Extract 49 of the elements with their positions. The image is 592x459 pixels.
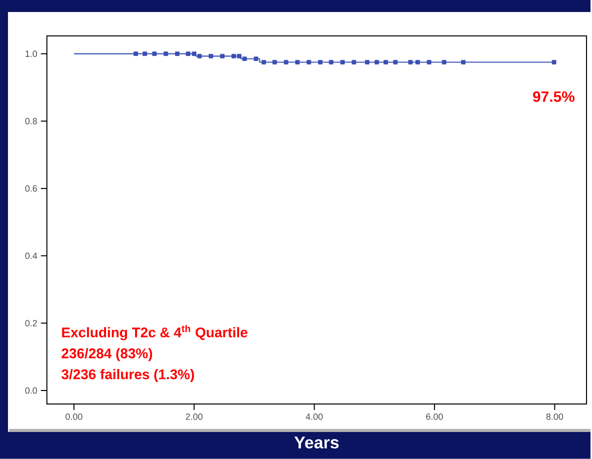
annotation: 97.5% bbox=[532, 91, 574, 102]
point bbox=[352, 60, 356, 64]
annotation: Excluding T2c & 4$^{th}$ Quartile bbox=[62, 325, 248, 340]
point bbox=[242, 56, 247, 62]
x-tick-label: 8.00 bbox=[546, 414, 564, 420]
point bbox=[340, 60, 345, 64]
point bbox=[393, 60, 398, 64]
point bbox=[175, 52, 180, 56]
point bbox=[328, 60, 334, 64]
x-tick-label: 4.00 bbox=[306, 414, 323, 420]
x-axis-title: Years bbox=[294, 436, 339, 449]
point bbox=[426, 60, 432, 64]
point bbox=[192, 52, 196, 56]
point bbox=[208, 54, 214, 58]
point bbox=[552, 60, 556, 64]
annotation: 236/284 (83%) bbox=[62, 348, 152, 362]
point bbox=[415, 60, 420, 64]
point bbox=[272, 60, 277, 64]
y-tick-label: 0.2 bbox=[25, 320, 37, 326]
point bbox=[318, 60, 322, 64]
y-tick-label: 0.0 bbox=[25, 387, 38, 394]
point bbox=[461, 60, 466, 64]
point bbox=[374, 60, 379, 64]
point bbox=[152, 52, 157, 56]
point bbox=[364, 60, 370, 64]
point bbox=[442, 60, 446, 64]
point bbox=[262, 60, 266, 64]
point bbox=[306, 60, 312, 64]
point bbox=[186, 52, 190, 56]
point bbox=[254, 56, 258, 62]
x-tick-label: 0.00 bbox=[66, 414, 82, 420]
point bbox=[232, 54, 236, 58]
point bbox=[384, 60, 388, 64]
x-tick-label: 6.00 bbox=[426, 414, 443, 420]
point bbox=[284, 60, 288, 64]
annotation: 3/236 failures (1.3%) bbox=[62, 369, 194, 382]
point bbox=[134, 52, 138, 56]
point bbox=[408, 60, 413, 64]
point bbox=[220, 54, 225, 58]
point bbox=[142, 52, 148, 56]
y-tick-label: 0.8 bbox=[25, 118, 37, 124]
point bbox=[236, 54, 242, 58]
point bbox=[295, 60, 300, 64]
y-tick-label: 1.0 bbox=[26, 50, 38, 58]
point bbox=[164, 52, 168, 56]
y-tick-label: 0.6 bbox=[25, 185, 37, 192]
x-tick-label: 2.00 bbox=[186, 414, 202, 420]
point bbox=[197, 54, 202, 58]
y-tick-label: 0.4 bbox=[25, 252, 38, 260]
